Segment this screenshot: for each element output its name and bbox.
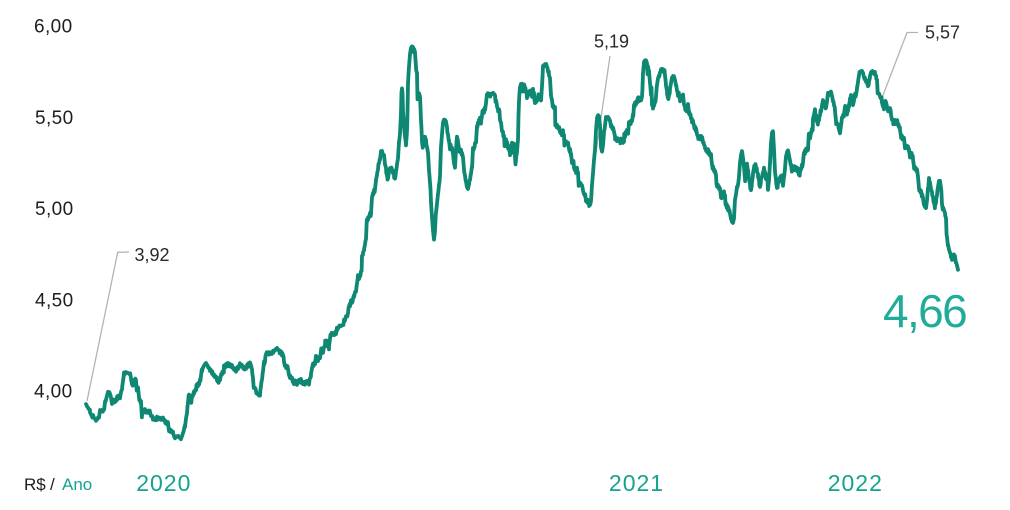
svg-text:5,00: 5,00 (35, 199, 74, 220)
svg-text:4,50: 4,50 (35, 290, 74, 311)
svg-text:4,66: 4,66 (883, 285, 966, 337)
svg-text:6,00: 6,00 (34, 17, 73, 38)
svg-text:5,50: 5,50 (35, 108, 74, 129)
svg-text:5,19: 5,19 (594, 32, 629, 52)
svg-text:2021: 2021 (609, 470, 664, 496)
svg-text:2022: 2022 (828, 470, 883, 496)
svg-text:4,00: 4,00 (34, 382, 73, 403)
svg-text:3,92: 3,92 (135, 245, 170, 265)
svg-text:5,57: 5,57 (925, 23, 960, 43)
svg-text:2020: 2020 (136, 470, 191, 496)
